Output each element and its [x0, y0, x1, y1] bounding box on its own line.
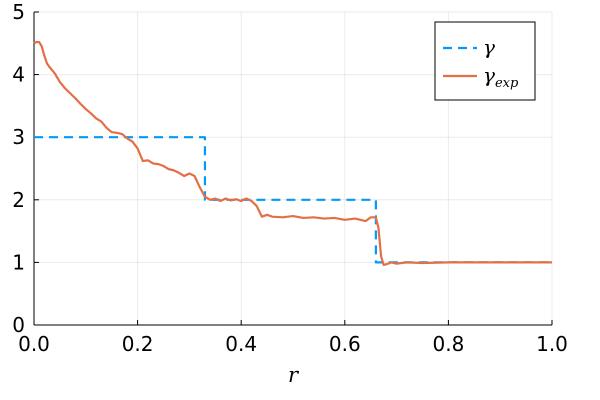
legend: γ γexp: [434, 21, 536, 101]
y-tick-label: 1: [12, 250, 25, 274]
series-gamma-exp-line: [33, 40, 552, 266]
x-tick-label: 1.0: [536, 332, 568, 356]
y-tick-label: 2: [12, 188, 25, 212]
series-lines: [33, 40, 552, 266]
x-tick-label: 0.8: [432, 332, 464, 356]
tick-labels: 0.0 0.2 0.4 0.6 0.8 1.0 0 1 2 3 4 5: [12, 0, 568, 356]
x-tick-label: 0.4: [225, 332, 257, 356]
x-tick-label: 0.2: [122, 332, 154, 356]
axes: [33, 11, 553, 326]
legend-label-gamma-exp: γexp: [483, 63, 519, 91]
x-axis-label: r: [288, 363, 300, 387]
x-tick-label: 0.6: [329, 332, 361, 356]
legend-label-gamma: γ: [483, 35, 495, 59]
y-tick-label: 4: [12, 63, 25, 87]
x-tick-label: 0.0: [18, 332, 50, 356]
y-tick-label: 0: [12, 313, 25, 337]
y-tick-label: 5: [12, 0, 25, 24]
legend-box: [434, 21, 536, 101]
y-tick-label: 3: [12, 125, 25, 149]
